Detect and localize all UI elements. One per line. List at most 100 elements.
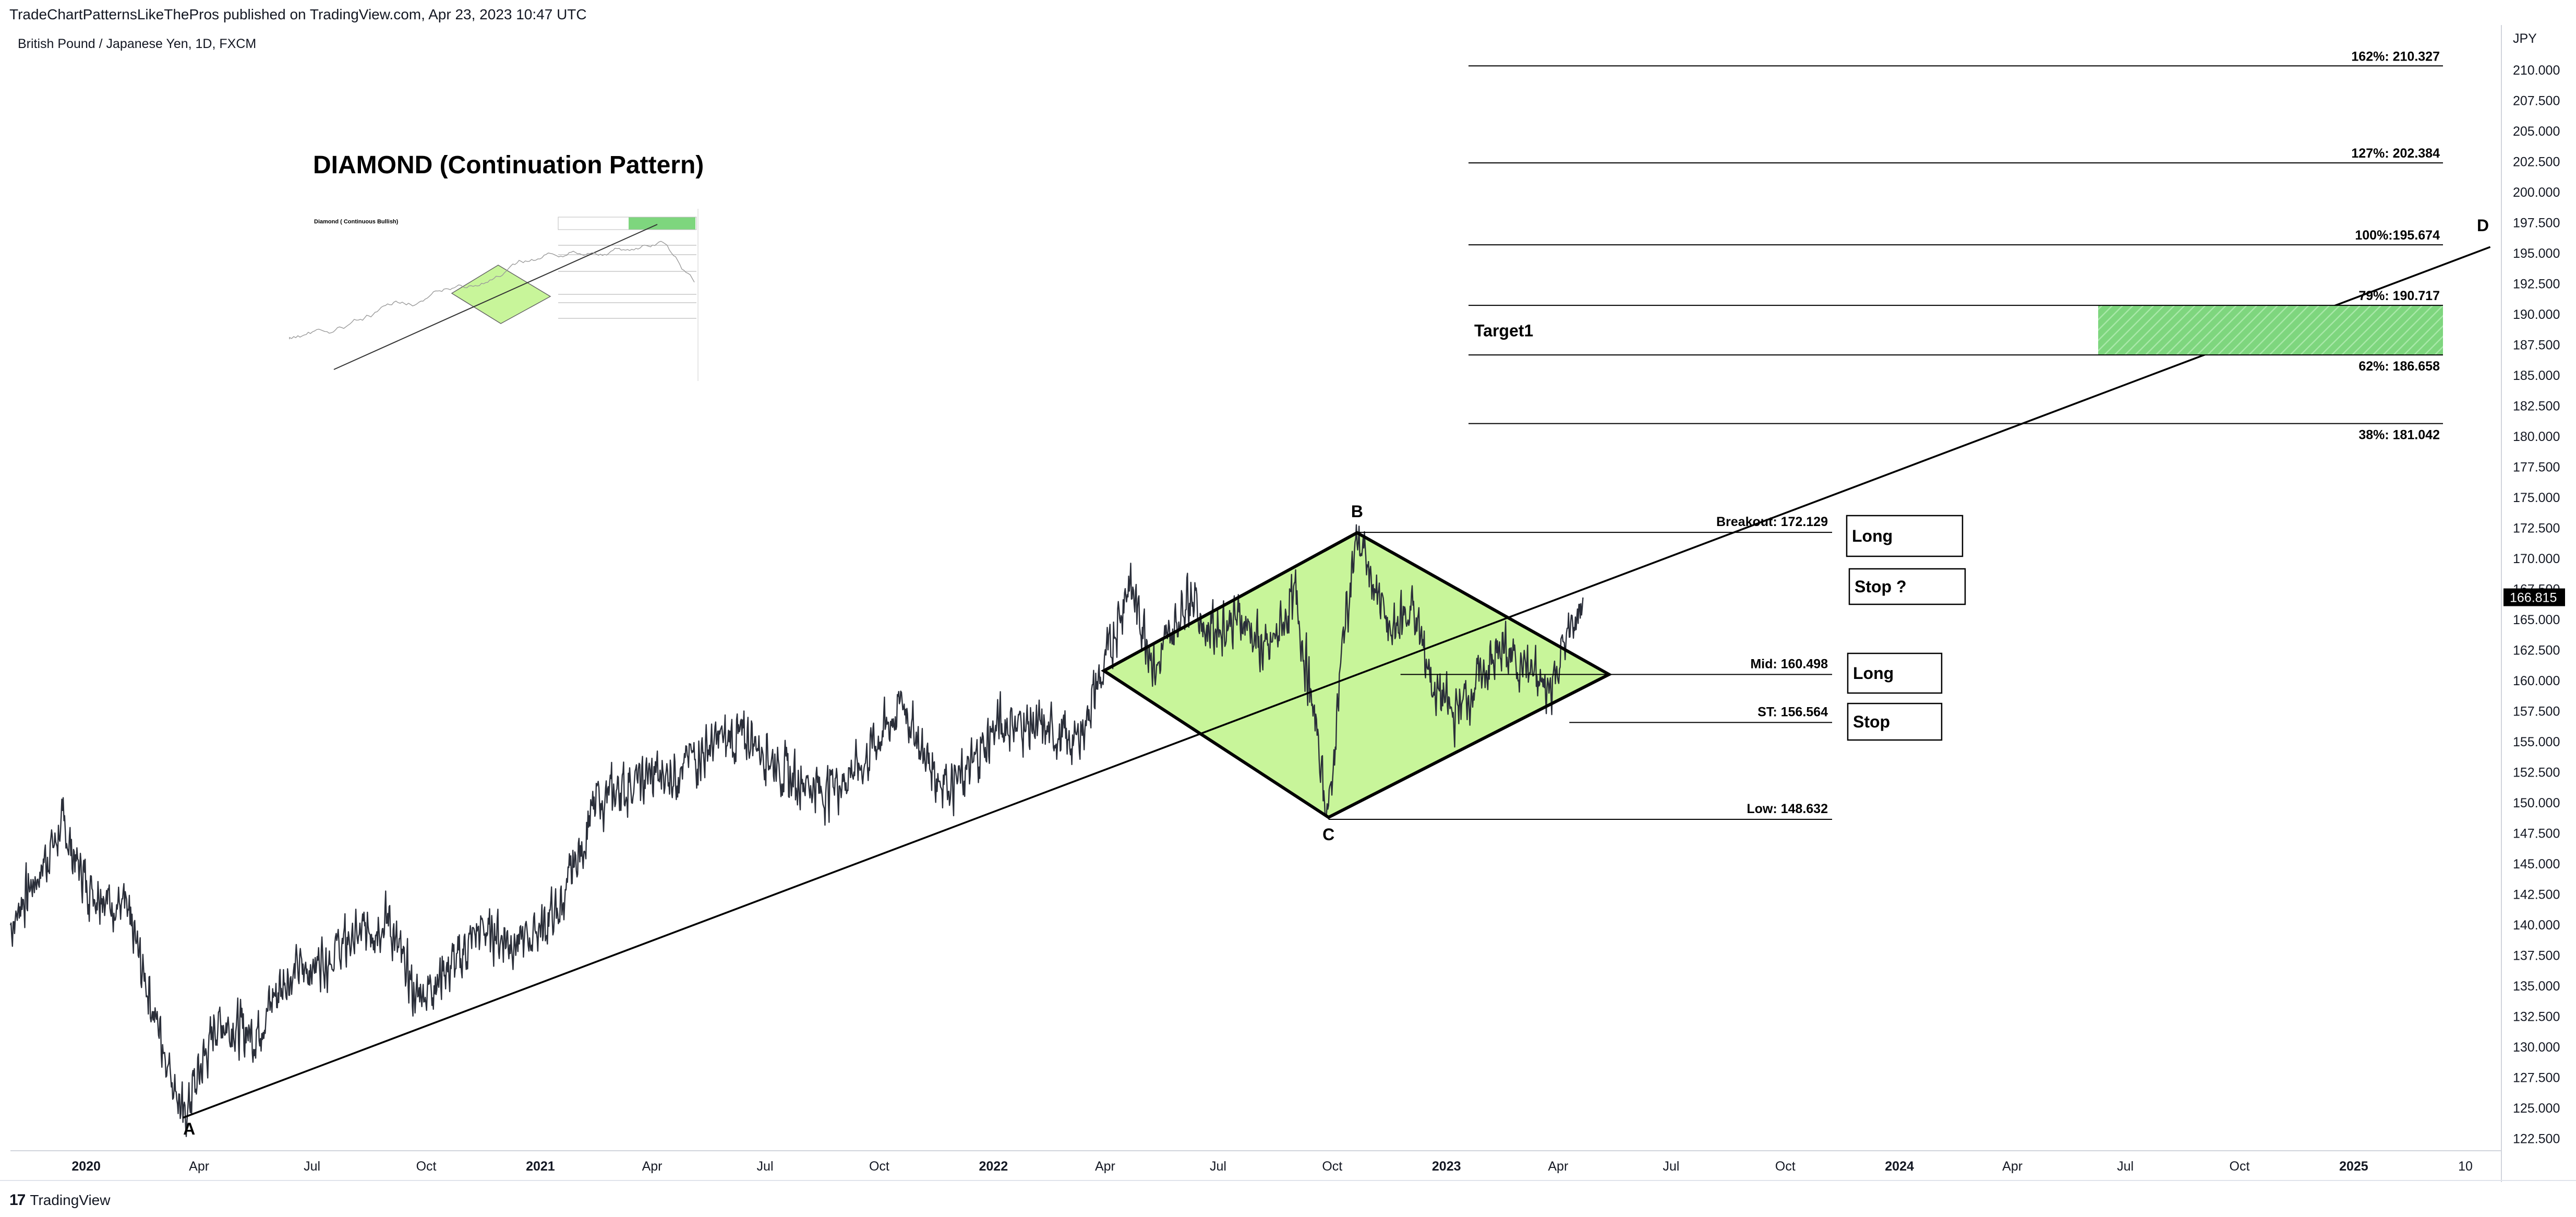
x-tick-label: Oct xyxy=(869,1159,889,1174)
y-tick-label: 142.500 xyxy=(2513,888,2560,902)
y-tick-label: 197.500 xyxy=(2513,216,2560,230)
y-tick-label: 147.500 xyxy=(2513,827,2560,841)
y-tick-label: 195.000 xyxy=(2513,246,2560,261)
x-tick-label: Oct xyxy=(416,1159,437,1174)
inset-price-line xyxy=(289,241,695,339)
y-tick-label: 180.000 xyxy=(2513,429,2560,444)
y-axis-unit-label: JPY xyxy=(2513,31,2537,46)
x-tick-label: Apr xyxy=(1548,1159,1568,1174)
annotation-box xyxy=(1846,515,1964,557)
y-tick-label: 170.000 xyxy=(2513,552,2560,566)
y-tick-label: 187.500 xyxy=(2513,338,2560,352)
y-tick-label: 150.000 xyxy=(2513,796,2560,810)
fib-levels: 162%: 210.327 127%: 202.384 100%:195.674 79… xyxy=(1468,49,2443,443)
fib-label: 62%: 186.658 xyxy=(2358,359,2440,374)
x-tick-label: 2024 xyxy=(1885,1159,1914,1174)
x-tick-label: 2023 xyxy=(1432,1159,1461,1174)
fib-label: 127%: 202.384 xyxy=(2351,146,2440,161)
y-tick-label: 185.000 xyxy=(2513,368,2560,383)
y-tick-label: 200.000 xyxy=(2513,185,2560,200)
fib-label: 38%: 181.042 xyxy=(2358,428,2440,443)
y-tick-label: 137.500 xyxy=(2513,949,2560,963)
symbol-title[interactable]: British Pound / Japanese Yen, 1D, FXCM xyxy=(18,37,257,51)
y-tick-label: 175.000 xyxy=(2513,491,2560,505)
point-label-a: A xyxy=(183,1119,195,1138)
level-label: Breakout: 172.129 xyxy=(1716,515,1828,529)
point-label-b: B xyxy=(1351,502,1363,521)
x-tick-label: Apr xyxy=(1095,1159,1115,1174)
x-tick-label: Apr xyxy=(2002,1159,2023,1174)
fib-label: 162%: 210.327 xyxy=(2351,49,2440,64)
level-lines: Breakout: 172.129 Mid: 160.498 ST: 156.564… xyxy=(1328,515,1832,820)
price-line xyxy=(9,524,1584,1137)
annotation-box-label: Long xyxy=(1853,664,1894,683)
y-tick-label: 155.000 xyxy=(2513,735,2560,749)
annotations: Long Stop ? Long Stop DIAMOND (Continuation … xyxy=(313,151,1966,741)
x-tick-label: Jul xyxy=(757,1159,774,1174)
tradingview-logo-icon: 17 xyxy=(9,1191,26,1209)
annotation-box xyxy=(1848,568,1966,605)
y-tick-label: 157.500 xyxy=(2513,705,2560,719)
y-tick-label: 202.500 xyxy=(2513,154,2560,169)
y-tick-label: 145.000 xyxy=(2513,857,2560,872)
x-tick-label: Oct xyxy=(1322,1159,1342,1174)
y-tick-label: 152.500 xyxy=(2513,766,2560,780)
y-tick-label: 135.000 xyxy=(2513,979,2560,994)
inset-thumbnail: Diamond ( Continuous Bullish) xyxy=(289,209,699,381)
last-price-label: 166.815 xyxy=(2510,591,2557,605)
inset-fib-box xyxy=(558,217,697,230)
y-tick-label: 177.500 xyxy=(2513,460,2560,474)
y-tick-label: 192.500 xyxy=(2513,277,2560,291)
y-tick-label: 162.500 xyxy=(2513,643,2560,658)
inset-target-zone xyxy=(629,217,695,230)
annotation-box xyxy=(1847,702,1943,741)
price-series xyxy=(9,524,1584,1137)
x-tick-label: Jul xyxy=(1210,1159,1226,1174)
y-tick-label: 205.000 xyxy=(2513,124,2560,139)
level-label: Mid: 160.498 xyxy=(1750,657,1828,671)
y-tick-label: 130.000 xyxy=(2513,1040,2560,1055)
x-tick-label: 2020 xyxy=(71,1159,101,1174)
x-tick-label: Oct xyxy=(2230,1159,2250,1174)
x-tick-label: 2025 xyxy=(2339,1159,2368,1174)
x-tick-label: 2021 xyxy=(526,1159,555,1174)
point-label-c: C xyxy=(1322,825,1334,844)
y-tick-label: 140.000 xyxy=(2513,918,2560,933)
y-tick-label: 160.000 xyxy=(2513,674,2560,688)
y-tick-label: 182.500 xyxy=(2513,399,2560,413)
point-label-d: D xyxy=(2477,216,2489,235)
x-tick-label: Apr xyxy=(189,1159,209,1174)
annotation-box-label: Long xyxy=(1852,527,1893,545)
y-tick-label: 210.000 xyxy=(2513,63,2560,78)
y-tick-label: 122.500 xyxy=(2513,1132,2560,1147)
x-tick-label: Jul xyxy=(2117,1159,2134,1174)
annotation-box-label: Stop ? xyxy=(1855,577,1907,596)
last-price-badge xyxy=(2503,588,2565,606)
trend-line-a-d xyxy=(183,246,2491,1119)
x-tick-label: Apr xyxy=(642,1159,663,1174)
level-label: ST: 156.564 xyxy=(1758,705,1828,719)
annotation-box-label: Stop xyxy=(1853,712,1890,731)
fib-label: 100%:195.674 xyxy=(2355,228,2440,243)
x-tick-label: 10 xyxy=(2458,1159,2473,1174)
tradingview-logo-text: TradingView xyxy=(30,1192,111,1208)
y-tick-label: 172.500 xyxy=(2513,521,2560,535)
target-zone xyxy=(2098,305,2443,355)
tradingview-logo[interactable]: 17 TradingView xyxy=(9,1191,110,1210)
fib-label: 79%: 190.717 xyxy=(2358,289,2440,303)
axes: JPY 122.500 125.000 127.500 130.000 132.500 13… xyxy=(0,25,2576,1182)
x-tick-label: Jul xyxy=(304,1159,320,1174)
inset-caption: Diamond ( Continuous Bullish) xyxy=(314,219,399,225)
annotation-box xyxy=(1847,652,1943,694)
y-tick-label: 165.000 xyxy=(2513,613,2560,627)
level-label: Low: 148.632 xyxy=(1747,802,1828,816)
y-tick-label: 207.500 xyxy=(2513,93,2560,108)
y-tick-label: 125.000 xyxy=(2513,1101,2560,1116)
x-tick-label: 2022 xyxy=(979,1159,1008,1174)
y-tick-label: 190.000 xyxy=(2513,307,2560,322)
x-tick-label: Oct xyxy=(1775,1159,1796,1174)
x-tick-label: Jul xyxy=(1663,1159,1679,1174)
inset-trend-line xyxy=(333,224,658,370)
y-tick-label: 132.500 xyxy=(2513,1010,2560,1024)
